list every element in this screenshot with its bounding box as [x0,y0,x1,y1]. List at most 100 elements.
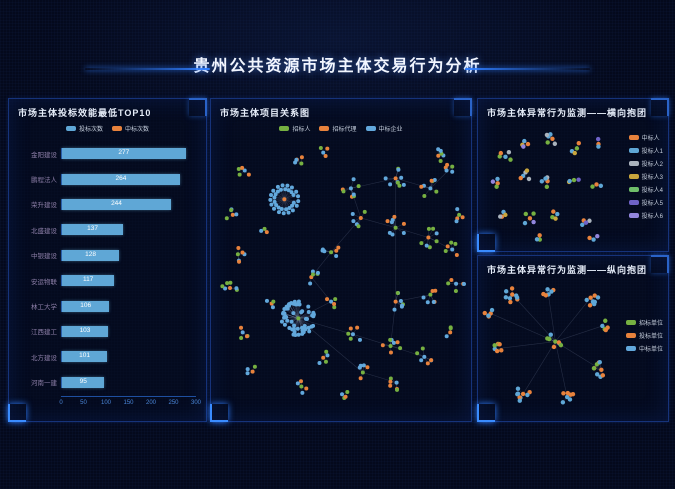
network-node [539,179,545,184]
network-node [525,141,531,147]
network-node [358,376,363,381]
legend-item[interactable]: 投标人5 [628,198,663,207]
network-node [399,175,404,180]
network-edge [277,186,285,200]
network-node [446,281,451,286]
network-node [270,305,275,310]
network-node [503,212,508,218]
network-node [291,311,296,316]
network-node [276,210,281,215]
bar: 103 [62,325,108,337]
legend-item[interactable]: 中标次数 [112,124,149,133]
network-node [234,286,239,291]
network-node [567,397,573,402]
network-node [490,179,496,184]
network-node [291,193,296,198]
network-node [393,176,398,181]
network-node [308,281,313,286]
network-node [445,162,450,167]
network-node [454,253,459,258]
network-link-edge [555,341,602,371]
bar-category-label: 河南一建 [31,380,57,388]
network-node [320,248,325,253]
legend-item[interactable]: 投标单位 [625,331,663,340]
legend-item[interactable]: 中标单位 [625,344,663,353]
network-link-edge [490,313,556,342]
network-node [550,136,555,141]
legend-item[interactable]: 投标次数 [65,124,103,133]
network-edge [286,316,299,319]
network-node [275,184,280,189]
network-node [240,330,245,335]
network-node [240,165,245,170]
bar-chart-x-axis: 0 50 100 150 200 250 300 [59,396,201,413]
network-edge [284,199,299,202]
network-node [388,182,393,187]
network-edge [284,196,299,200]
network-node [236,166,241,171]
network-node [392,307,397,312]
network-node [388,350,393,355]
network-edge [278,199,285,213]
network-node [329,250,334,255]
network-node [385,219,390,224]
network-node [449,277,454,282]
legend-item[interactable]: 招标代理 [319,124,357,133]
network-node [343,394,348,399]
bar: 244 [62,198,171,210]
horizontal-collusion-legend: 中标人投标人1 投标人2 投标人3 投标人4 投标人5 投标人6 [628,133,663,220]
legend-item[interactable]: 中标企业 [365,124,403,133]
network-node [294,157,299,162]
network-node [517,395,522,400]
network-node [275,189,280,194]
network-node [325,146,330,151]
network-node [548,332,553,337]
bar-value: 95 [79,377,87,385]
network-node [282,315,287,320]
legend-item[interactable]: 投标人6 [628,211,663,220]
legend-item[interactable]: 投标人3 [628,172,663,181]
legend-item[interactable]: 投标人1 [628,146,663,155]
network-edge [281,318,299,322]
bar-row: 中银建设 128 [17,244,196,266]
network-node [246,172,251,177]
bar-value: 103 [79,326,91,334]
bar: 137 [62,224,124,236]
bar-track: 137 [61,224,196,236]
network-edge [284,313,299,319]
network-node [300,390,305,395]
legend-item[interactable]: 投标人4 [628,185,663,194]
network-edge [295,304,299,319]
network-node [545,140,550,145]
bar-value: 101 [79,352,90,360]
network-node [572,150,577,156]
legend-item[interactable]: 中标人 [628,133,660,142]
network-node [289,190,294,195]
network-node [302,324,307,329]
network-node [503,289,509,294]
network-node [449,240,454,245]
network-node [295,302,300,307]
network-node [520,391,526,397]
legend-label: 中标单位 [638,347,663,353]
network-node [299,384,304,389]
network-node [522,220,528,226]
network-node [534,237,540,242]
legend-item[interactable]: 招标人 [279,124,310,133]
network-node [348,186,353,191]
bar-category-label: 江西建工 [31,329,57,337]
network-node [576,177,581,182]
network-node [595,234,600,239]
network-node [294,189,299,194]
legend-item[interactable]: 投标人2 [628,159,663,168]
network-edge [284,199,289,213]
network-edge [298,304,300,319]
network-node [306,310,311,315]
network-link-edge [555,341,568,398]
legend-item[interactable]: 招标单位 [625,318,663,327]
network-node [544,132,550,138]
network-node [509,286,515,291]
bar-value: 264 [115,174,127,182]
x-axis-tick-label: 100 [100,400,112,406]
network-node [499,348,504,353]
